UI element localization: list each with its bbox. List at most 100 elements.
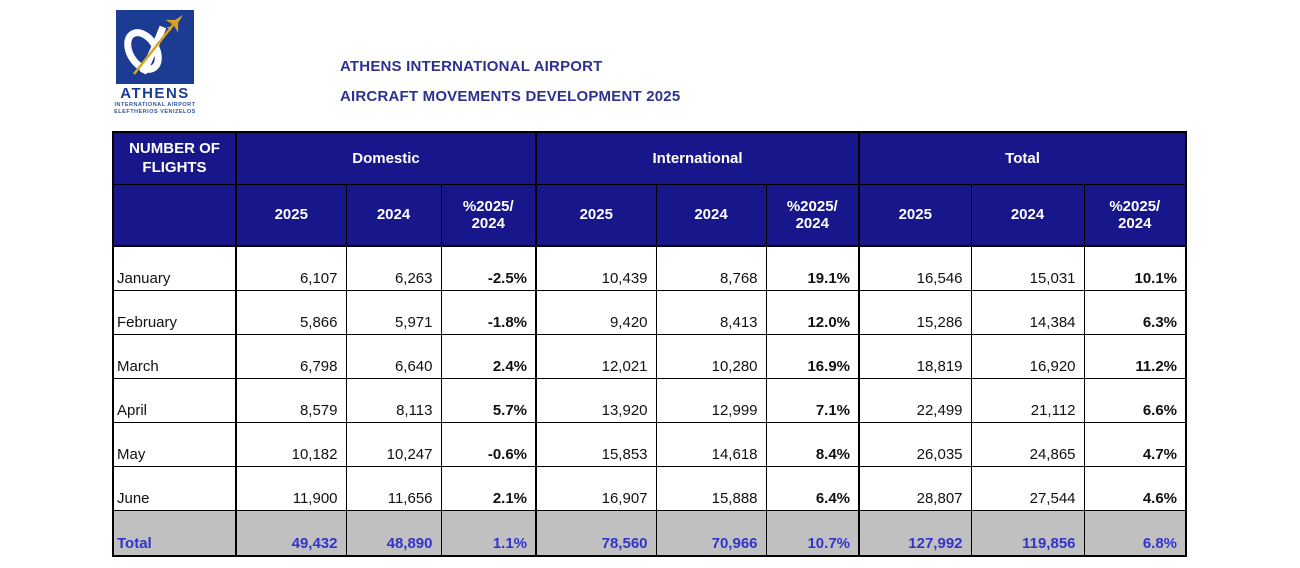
pct-header-line2: 2024 [471, 214, 505, 232]
table-group-header-row: NUMBER OF FLIGHTS Domestic International… [112, 131, 1187, 185]
total-label-cell: Total [112, 509, 237, 557]
value-cell: 16,546 [858, 245, 972, 291]
value-cell: 6,107 [235, 245, 347, 291]
value-cell: 14,618 [655, 421, 767, 467]
total-pct-cell: 1.1% [440, 509, 537, 557]
col-header-domestic-pct: %2025/ 2024 [440, 183, 537, 247]
value-cell: 10,182 [235, 421, 347, 467]
pct-cell: -0.6% [440, 421, 537, 467]
corner-header: NUMBER OF FLIGHTS [112, 131, 237, 185]
value-cell: 28,807 [858, 465, 972, 511]
aircraft-movements-table: NUMBER OF FLIGHTS Domestic International… [112, 131, 1188, 557]
pct-header-line1: %2025/ [1109, 197, 1161, 215]
value-cell: 10,280 [655, 333, 767, 379]
pct-cell: 11.2% [1083, 333, 1187, 379]
col-header-international-2025: 2025 [535, 183, 657, 247]
total-value-cell: 70,966 [655, 509, 767, 557]
value-cell: 11,656 [345, 465, 442, 511]
col-header-total-pct: %2025/ 2024 [1083, 183, 1187, 247]
pct-cell: 5.7% [440, 377, 537, 423]
pct-cell: 12.0% [765, 289, 860, 335]
value-cell: 6,263 [345, 245, 442, 291]
value-cell: 8,579 [235, 377, 347, 423]
total-pct-cell: 6.8% [1083, 509, 1187, 557]
table-row-april: April 8,579 8,113 5.7% 13,920 12,999 7.1… [112, 377, 1187, 423]
pct-cell: 2.4% [440, 333, 537, 379]
pct-cell: 6.3% [1083, 289, 1187, 335]
value-cell: 15,853 [535, 421, 657, 467]
month-cell: January [112, 245, 237, 291]
value-cell: 22,499 [858, 377, 972, 423]
total-value-cell: 49,432 [235, 509, 347, 557]
total-value-cell: 119,856 [970, 509, 1085, 557]
logo-subtitle-1: INTERNATIONAL AIRPORT [114, 101, 196, 108]
pct-header-line2: 2024 [1118, 214, 1152, 232]
total-value-cell: 48,890 [345, 509, 442, 557]
plane-icon [165, 14, 184, 33]
value-cell: 24,865 [970, 421, 1085, 467]
pct-cell: 4.7% [1083, 421, 1187, 467]
page-subtitle: AIRCRAFT MOVEMENTS DEVELOPMENT 2025 [340, 88, 681, 105]
value-cell: 10,439 [535, 245, 657, 291]
athens-airport-logo: ATHENS INTERNATIONAL AIRPORT ELEFTHERIOS… [112, 10, 198, 116]
value-cell: 10,247 [345, 421, 442, 467]
pct-cell: 19.1% [765, 245, 860, 291]
total-value-cell: 78,560 [535, 509, 657, 557]
month-cell: June [112, 465, 237, 511]
col-header-international-2024: 2024 [655, 183, 767, 247]
pct-header-line1: %2025/ [786, 197, 838, 215]
pct-cell: 8.4% [765, 421, 860, 467]
logo-wordmark: ATHENS [120, 85, 190, 102]
month-cell: February [112, 289, 237, 335]
group-header-domestic: Domestic [234, 131, 537, 185]
total-pct-cell: 10.7% [765, 509, 860, 557]
value-cell: 11,900 [235, 465, 347, 511]
month-cell: March [112, 333, 237, 379]
logo-subtitle-2: ELEFTHERIOS VENIZELOS [114, 108, 196, 115]
value-cell: 27,544 [970, 465, 1085, 511]
col-header-total-2025: 2025 [858, 183, 972, 247]
page-title: ATHENS INTERNATIONAL AIRPORT [340, 58, 603, 75]
value-cell: 8,113 [345, 377, 442, 423]
col-header-domestic-2024: 2024 [345, 183, 442, 247]
table-row-total: Total 49,432 48,890 1.1% 78,560 70,966 1… [112, 509, 1187, 557]
pct-cell: 16.9% [765, 333, 860, 379]
value-cell: 12,021 [535, 333, 657, 379]
col-header-international-pct: %2025/ 2024 [765, 183, 860, 247]
value-cell: 26,035 [858, 421, 972, 467]
table-row-june: June 11,900 11,656 2.1% 16,907 15,888 6.… [112, 465, 1187, 511]
value-cell: 9,420 [535, 289, 657, 335]
pct-header-line1: %2025/ [462, 197, 514, 215]
total-value-cell: 127,992 [858, 509, 972, 557]
value-cell: 15,031 [970, 245, 1085, 291]
value-cell: 15,286 [858, 289, 972, 335]
col-header-total-2024: 2024 [970, 183, 1085, 247]
value-cell: 12,999 [655, 377, 767, 423]
pct-cell: -1.8% [440, 289, 537, 335]
table-row-may: May 10,182 10,247 -0.6% 15,853 14,618 8.… [112, 421, 1187, 467]
pct-cell: 4.6% [1083, 465, 1187, 511]
month-cell: April [112, 377, 237, 423]
table-row-january: January 6,107 6,263 -2.5% 10,439 8,768 1… [112, 245, 1187, 291]
pct-cell: 6.4% [765, 465, 860, 511]
group-header-total: Total [858, 131, 1187, 185]
value-cell: 8,413 [655, 289, 767, 335]
value-cell: 18,819 [858, 333, 972, 379]
pct-cell: -2.5% [440, 245, 537, 291]
value-cell: 6,798 [235, 333, 347, 379]
empty-header-cell [112, 183, 237, 247]
pct-cell: 6.6% [1083, 377, 1187, 423]
value-cell: 15,888 [655, 465, 767, 511]
pct-cell: 2.1% [440, 465, 537, 511]
value-cell: 6,640 [345, 333, 442, 379]
month-cell: May [112, 421, 237, 467]
value-cell: 16,907 [535, 465, 657, 511]
col-header-domestic-2025: 2025 [235, 183, 347, 247]
page-titles: ATHENS INTERNATIONAL AIRPORT AIRCRAFT MO… [340, 58, 680, 105]
group-header-international: International [535, 131, 860, 185]
value-cell: 21,112 [970, 377, 1085, 423]
pct-header-line2: 2024 [795, 214, 829, 232]
table-row-february: February 5,866 5,971 -1.8% 9,420 8,413 1… [112, 289, 1187, 335]
value-cell: 13,920 [535, 377, 657, 423]
